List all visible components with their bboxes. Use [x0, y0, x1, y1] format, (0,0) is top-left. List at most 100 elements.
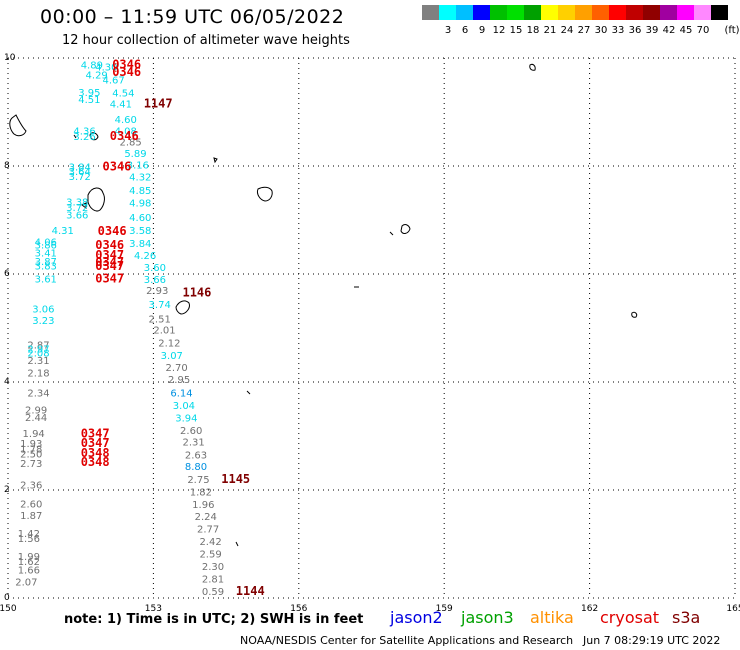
pass-time-label: 0347 — [95, 248, 124, 262]
pass-time-label: 1144 — [236, 584, 265, 598]
wave-height-value: 4.36 — [73, 127, 95, 138]
color-swatch — [541, 5, 558, 20]
color-swatch — [422, 5, 439, 20]
wave-height-value: 4.67 — [103, 75, 125, 86]
wave-height-value: 2.59 — [199, 550, 221, 561]
island-outline — [89, 132, 99, 141]
wave-height-value: 2.97 — [27, 344, 49, 355]
wave-height-value: 2.34 — [27, 389, 49, 400]
wave-height-value: 1.42 — [18, 529, 40, 540]
island-outline — [529, 63, 536, 71]
wave-height-value: 2.95 — [168, 375, 190, 386]
wave-height-value: 4.31 — [52, 226, 74, 237]
wave-height-value: 2.63 — [185, 451, 207, 462]
pass-time-label: 0347 — [95, 272, 124, 286]
latitude-tick-label: 6 — [4, 269, 10, 279]
wave-height-value: 2.87 — [27, 341, 49, 352]
wave-height-value: 3.07 — [161, 351, 183, 362]
wave-height-value: 4.08 — [115, 127, 137, 138]
island-outline — [175, 300, 190, 315]
wave-height-value: 3.66 — [144, 275, 166, 286]
color-scale-label: 30 — [594, 25, 608, 36]
island-outline — [257, 186, 273, 202]
island-outline — [235, 541, 239, 547]
wave-height-value: 3.83 — [35, 262, 57, 273]
pass-time-label: 0347 — [81, 427, 110, 441]
pass-time-label: 1147 — [144, 97, 173, 111]
land-outlines — [9, 63, 638, 547]
wave-height-value: 4.30 — [95, 62, 117, 73]
latitude-tick-label: 4 — [4, 377, 10, 387]
color-swatch — [575, 5, 592, 20]
wave-height-value: 3.60 — [144, 263, 166, 274]
color-scale-label: 18 — [526, 25, 540, 36]
color-swatch — [660, 5, 677, 20]
wave-height-value: 3.74 — [149, 300, 171, 311]
pass-time-label: 0346 — [110, 129, 139, 143]
wave-height-value: 3.86 — [35, 241, 57, 252]
wave-height-value: 3.38 — [66, 197, 88, 208]
pass-time-label: 1145 — [221, 472, 250, 486]
wave-height-value: 3.06 — [32, 304, 54, 315]
island-outline — [73, 134, 77, 139]
wave-height-value: 3.23 — [32, 316, 54, 327]
wave-height-value: 4.89 — [81, 60, 103, 71]
wave-height-value: 2.50 — [20, 450, 42, 461]
wave-height-value: 2.81 — [202, 574, 224, 585]
color-swatch — [524, 5, 541, 20]
wave-height-value: 3.41 — [35, 249, 57, 260]
wave-height-value: 1.93 — [20, 439, 42, 450]
wave-height-value: 4.26 — [134, 251, 156, 262]
color-swatch — [609, 5, 626, 20]
wave-height-value: 4.32 — [129, 173, 151, 184]
color-scale-label: 12 — [492, 25, 506, 36]
axis-ticks: 150 153 156 159 162 165 0 2 4 6 8 10 — [0, 53, 740, 614]
wave-height-value: 2.75 — [187, 475, 209, 486]
color-swatch — [592, 5, 609, 20]
wave-height-value: 1.82 — [190, 487, 212, 498]
wave-height-value: 1.87 — [20, 511, 42, 522]
wave-height-value: 1.96 — [192, 500, 214, 511]
wave-height-value: 2.18 — [27, 369, 49, 380]
legend-jason2: jason2 — [390, 608, 443, 627]
wave-height-value: 1.78 — [20, 445, 42, 456]
wave-height-value: 3.72 — [69, 172, 91, 183]
pass-time-label: 0346 — [103, 159, 132, 173]
pass-time-label: 0346 — [98, 224, 127, 238]
color-scale-unit: (ft) — [724, 25, 740, 36]
wave-height-value: 3.04 — [173, 401, 195, 412]
island-outline — [631, 311, 638, 318]
color-scale-label: 33 — [611, 25, 625, 36]
wave-height-value: 3.95 — [78, 88, 100, 99]
wave-height-value: 2.44 — [25, 413, 47, 424]
island-outline — [213, 157, 218, 164]
wave-height-value: 2.77 — [197, 525, 219, 536]
color-scale-label: 70 — [696, 25, 710, 36]
color-scale-label: 6 — [461, 25, 469, 36]
wave-height-value: 5.89 — [124, 149, 146, 160]
wave-height-value: 2.08 — [27, 349, 49, 360]
color-swatch — [643, 5, 660, 20]
longitude-tick-label: 165 — [726, 604, 740, 614]
island-outline — [9, 114, 27, 137]
color-scale-label: 27 — [577, 25, 591, 36]
wave-height-value: 3.16 — [127, 161, 149, 172]
legend-altika: altika — [530, 608, 574, 627]
color-swatch — [473, 5, 490, 20]
legend-s3a: s3a — [672, 608, 701, 627]
wave-height-value: 1.56 — [18, 534, 40, 545]
wave-height-value: 2.36 — [20, 480, 42, 491]
credit-line: NOAA/NESDIS Center for Satellite Applica… — [240, 634, 574, 647]
wave-height-value: 1.99 — [18, 552, 40, 563]
latitude-tick-label: 2 — [4, 485, 10, 495]
wave-height-value: 1.94 — [23, 429, 45, 440]
wave-height-value: 4.51 — [78, 95, 100, 106]
wave-height-value: 4.54 — [112, 88, 134, 99]
wave-height-value: 2.42 — [199, 537, 221, 548]
color-scale-label: 9 — [478, 25, 486, 36]
color-scale-label: 45 — [679, 25, 693, 36]
footnote: note: 1) Time is in UTC; 2) SWH is in fe… — [64, 612, 364, 627]
color-swatch — [456, 5, 473, 20]
longitude-tick-label: 153 — [145, 604, 162, 614]
pass-time-label: 0348 — [81, 446, 110, 460]
